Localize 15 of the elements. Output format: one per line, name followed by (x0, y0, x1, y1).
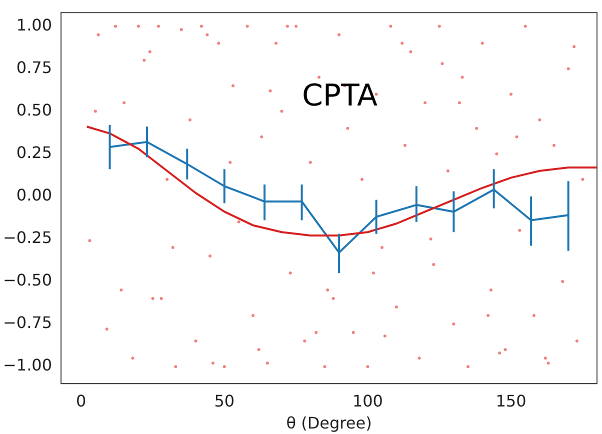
y-tick-label: 0.25 (16, 143, 52, 162)
x-tick-label: 100 (352, 391, 383, 410)
x-tick-label: 0 (76, 391, 86, 410)
y-tick-label: 1.00 (16, 15, 52, 34)
y-tick-label: −0.75 (3, 313, 52, 332)
y-tick-label: −0.50 (3, 270, 52, 290)
text: CPTA (302, 78, 378, 114)
x-axis-title: θ (Degree) (286, 414, 372, 433)
y-tick-label: −1.00 (3, 356, 52, 375)
y-tick-label: 0.75 (16, 58, 52, 77)
y-tick-label: −0.25 (3, 228, 52, 248)
y-tick-label: 0.00 (16, 186, 52, 205)
y-tick-label: 0.50 (16, 100, 52, 120)
x-tick-label: 150 (496, 391, 526, 410)
x-tick-label: 50 (214, 391, 235, 410)
